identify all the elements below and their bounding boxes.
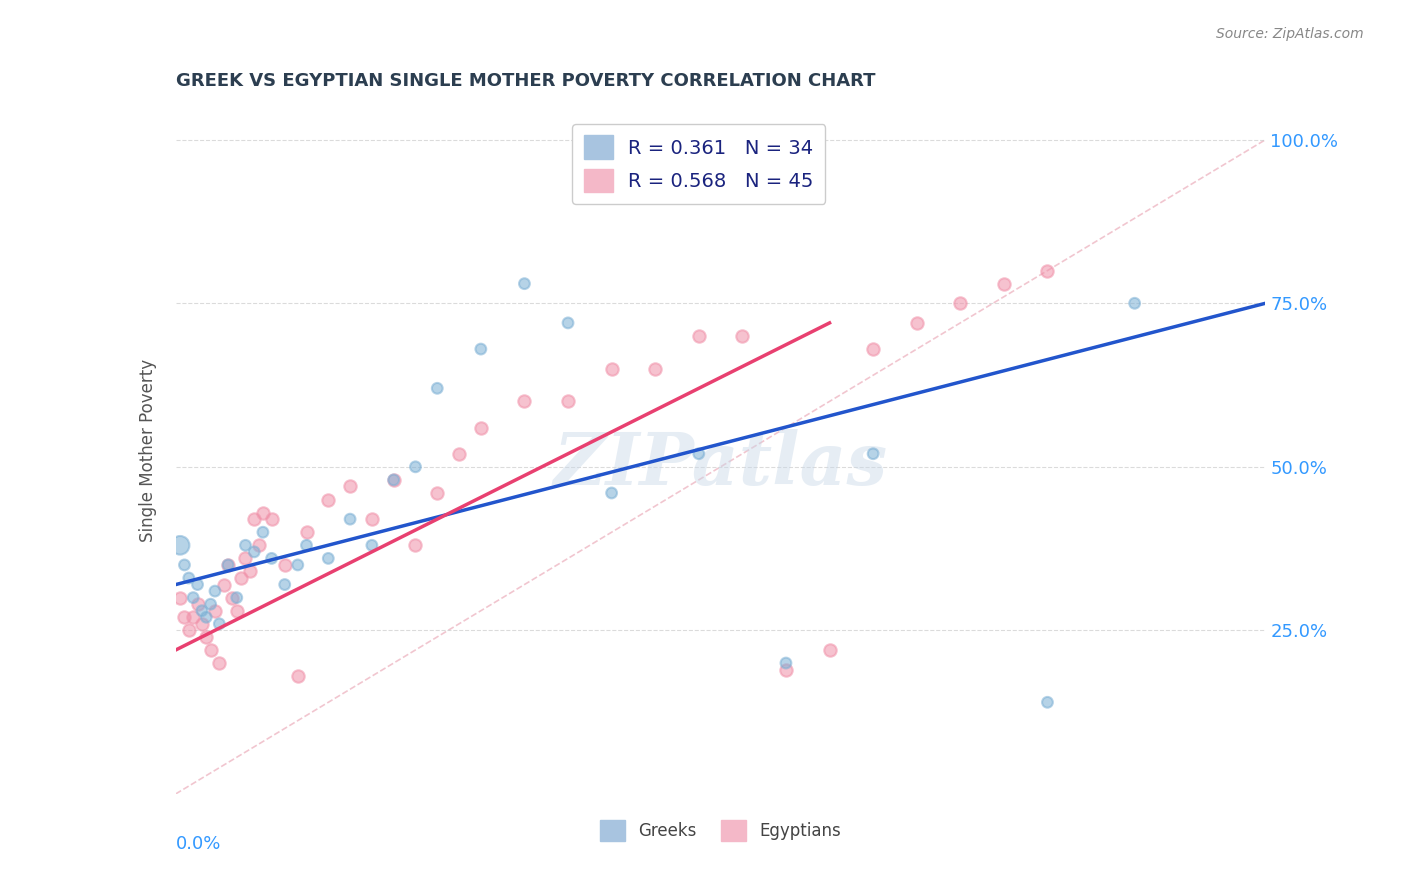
Point <box>382 473 405 487</box>
Point <box>243 545 266 559</box>
Point <box>1036 263 1059 277</box>
Point <box>260 551 283 566</box>
Point <box>260 512 283 526</box>
Point <box>208 656 231 670</box>
Point <box>274 558 297 572</box>
Point <box>600 486 623 500</box>
Point <box>644 361 666 376</box>
Point <box>862 447 884 461</box>
Point <box>1036 695 1059 709</box>
Point <box>247 538 270 552</box>
Point <box>287 558 309 572</box>
Point <box>181 610 204 624</box>
Point <box>225 591 247 605</box>
Point <box>195 630 218 644</box>
Point <box>252 525 274 540</box>
Point <box>204 584 226 599</box>
Point <box>513 394 536 409</box>
Point <box>382 473 405 487</box>
Point <box>231 571 253 585</box>
Point <box>295 538 318 552</box>
Text: ZIPatlas: ZIPatlas <box>554 429 887 500</box>
Point <box>169 538 191 552</box>
Point <box>243 512 266 526</box>
Point <box>225 604 247 618</box>
Point <box>200 643 222 657</box>
Point <box>274 577 297 591</box>
Point <box>208 616 231 631</box>
Point <box>173 558 195 572</box>
Point <box>513 277 536 291</box>
Point <box>295 525 318 540</box>
Point <box>426 486 449 500</box>
Point <box>221 591 243 605</box>
Point <box>339 479 361 493</box>
Point <box>287 669 309 683</box>
Point <box>169 591 191 605</box>
Point <box>405 459 427 474</box>
Point <box>993 277 1015 291</box>
Point <box>731 329 754 343</box>
Point <box>217 558 239 572</box>
Point <box>235 538 257 552</box>
Point <box>235 551 257 566</box>
Point <box>195 610 218 624</box>
Point <box>775 663 797 677</box>
Point <box>186 597 209 611</box>
Point <box>318 551 340 566</box>
Point <box>200 597 222 611</box>
Point <box>905 316 928 330</box>
Point <box>252 506 274 520</box>
Text: GREEK VS EGYPTIAN SINGLE MOTHER POVERTY CORRELATION CHART: GREEK VS EGYPTIAN SINGLE MOTHER POVERTY … <box>176 72 876 90</box>
Text: Source: ZipAtlas.com: Source: ZipAtlas.com <box>1216 27 1364 41</box>
Point <box>600 361 623 376</box>
Y-axis label: Single Mother Poverty: Single Mother Poverty <box>139 359 157 542</box>
Point <box>191 604 214 618</box>
Legend: Greeks, Egyptians: Greeks, Egyptians <box>593 814 848 847</box>
Point <box>470 342 492 356</box>
Point <box>217 558 239 572</box>
Point <box>239 565 262 579</box>
Point <box>360 512 382 526</box>
Point <box>339 512 361 526</box>
Point <box>557 394 579 409</box>
Point <box>949 296 972 310</box>
Point <box>405 538 427 552</box>
Point <box>191 616 214 631</box>
Point <box>318 492 340 507</box>
Point <box>181 591 204 605</box>
Point <box>173 610 195 624</box>
Point <box>360 538 382 552</box>
Point <box>818 643 841 657</box>
Point <box>688 447 710 461</box>
Point <box>426 381 449 395</box>
Text: 0.0%: 0.0% <box>176 835 221 853</box>
Point <box>186 577 209 591</box>
Point <box>177 624 200 638</box>
Point <box>212 577 235 591</box>
Point <box>688 329 710 343</box>
Point <box>557 316 579 330</box>
Point <box>470 420 492 434</box>
Point <box>1123 296 1146 310</box>
Point <box>775 656 797 670</box>
Point <box>204 604 226 618</box>
Point <box>862 342 884 356</box>
Point <box>447 447 470 461</box>
Point <box>177 571 200 585</box>
